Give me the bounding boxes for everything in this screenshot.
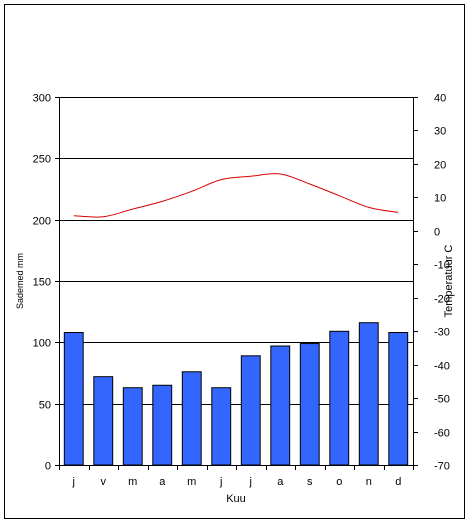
bar	[211, 387, 232, 466]
right-tick-label: 20	[434, 160, 446, 172]
left-tick-label: 150	[33, 277, 51, 289]
left-tick-label: 200	[33, 216, 51, 228]
x-tick-label: j	[219, 476, 222, 488]
bar	[388, 332, 409, 466]
right-tick-label: 40	[434, 93, 446, 105]
right-axis-ticks: -70 -60 -50 -40 -30 -20 -10 0 10 20 30 40	[413, 93, 450, 473]
bar	[240, 355, 261, 466]
right-tick-label: 30	[434, 126, 446, 138]
bar	[329, 330, 350, 466]
left-axis-label: Sademed mm	[15, 253, 25, 309]
bar	[93, 376, 114, 466]
bar	[270, 345, 291, 466]
left-tick-label: 300	[33, 93, 51, 105]
right-tick-label: -20	[434, 294, 450, 306]
left-tick-label: 50	[39, 400, 51, 412]
x-tick-label: d	[395, 476, 401, 488]
bar-series	[63, 322, 409, 466]
x-tick-label: j	[72, 476, 75, 488]
x-tick-label: a	[277, 476, 284, 488]
x-tick-label: v	[101, 476, 107, 488]
bar	[122, 387, 143, 466]
bar	[63, 332, 84, 466]
x-axis-label: Kuu	[226, 493, 246, 505]
x-tick-label: m	[187, 476, 196, 488]
x-tick-label: s	[307, 476, 313, 488]
x-tick-label: a	[159, 476, 166, 488]
x-tick-label: n	[366, 476, 372, 488]
x-tick-label: m	[128, 476, 137, 488]
x-tick-label: o	[336, 476, 342, 488]
right-tick-label: -10	[434, 260, 450, 272]
bar	[358, 322, 379, 466]
right-tick-label: -40	[434, 361, 450, 373]
right-tick-label: -60	[434, 428, 450, 440]
right-axis-label: Temperatuur C	[443, 245, 455, 318]
right-tick-label: 0	[434, 227, 440, 239]
temperature-line	[73, 173, 399, 218]
bar	[299, 343, 320, 466]
line-series	[73, 173, 399, 218]
gridlines	[59, 97, 413, 405]
left-tick-label: 0	[45, 461, 51, 473]
left-axis-ticks: 0 50 100 150 200 250 300	[33, 93, 59, 473]
right-tick-label: -50	[434, 394, 450, 406]
x-tick-label: j	[249, 476, 252, 488]
left-tick-label: 100	[33, 338, 51, 350]
right-tick-label: -70	[434, 461, 450, 473]
right-tick-label: -30	[434, 327, 450, 339]
bar	[152, 384, 173, 466]
left-tick-label: 250	[33, 154, 51, 166]
right-tick-label: 10	[434, 193, 446, 205]
bar	[181, 371, 202, 466]
